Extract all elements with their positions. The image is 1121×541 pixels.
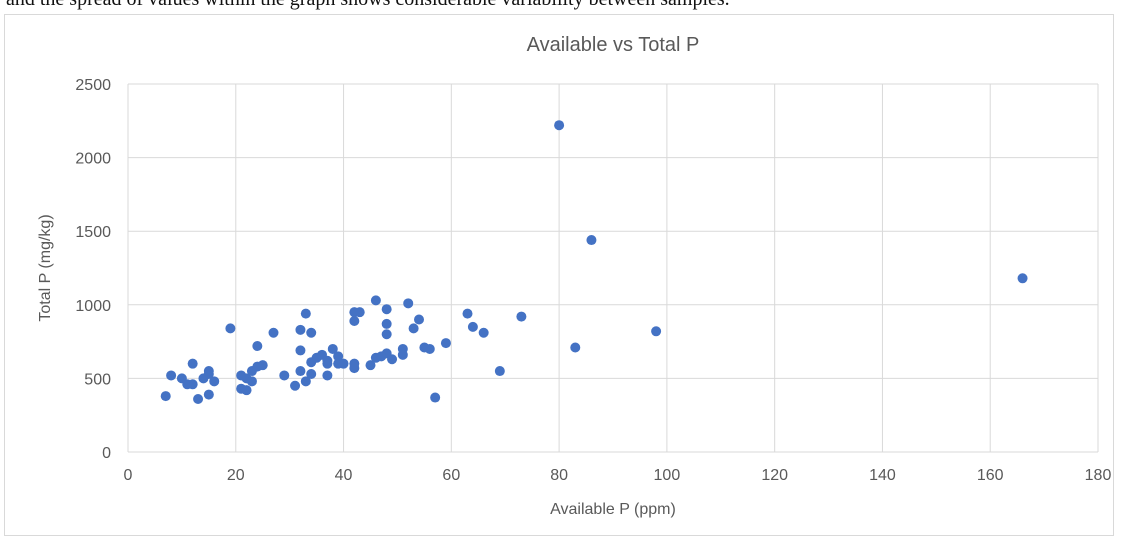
scatter-chart: Available vs Total P 0500100015002000250… (37, 34, 1112, 518)
data-point (462, 308, 473, 319)
x-tick-label: 140 (869, 467, 896, 484)
data-point (187, 379, 198, 390)
y-axis-title: Total P (mg/kg) (37, 214, 54, 321)
data-point (300, 376, 311, 387)
x-tick-label: 160 (977, 467, 1004, 484)
x-tick-label: 100 (654, 467, 681, 484)
data-point (381, 329, 392, 340)
y-tick-label: 1500 (75, 224, 111, 241)
data-point (554, 120, 565, 131)
x-tick-label: 180 (1085, 467, 1112, 484)
x-tick-label: 40 (335, 467, 353, 484)
data-point (327, 343, 338, 354)
data-point (651, 326, 662, 337)
data-point (354, 307, 365, 318)
data-point (322, 370, 333, 381)
x-axis-ticks: 0 20 40 60 80 100 120 140 160 180 (124, 467, 1112, 484)
data-points (160, 120, 1028, 405)
data-point (241, 385, 252, 396)
x-tick-label: 20 (227, 467, 245, 484)
y-tick-label: 1000 (75, 298, 111, 315)
data-point (403, 298, 414, 309)
x-tick-label: 0 (124, 467, 133, 484)
data-point (381, 318, 392, 329)
data-point (349, 358, 360, 369)
data-point (381, 304, 392, 315)
data-point (252, 341, 263, 352)
data-point (408, 323, 419, 334)
data-point (295, 366, 306, 377)
data-point (387, 354, 398, 365)
chart-area: Available vs Total P 0 500 1000 1500 2000 250… (4, 14, 1114, 536)
caption-text-fragment: and the spread of values within the grap… (6, 0, 1116, 11)
data-point (333, 351, 344, 362)
data-point (209, 376, 220, 387)
data-point (166, 370, 177, 381)
data-point (478, 327, 489, 338)
data-point (424, 343, 435, 354)
data-point (279, 370, 290, 381)
y-tick-label: 500 (84, 371, 111, 388)
data-point (225, 323, 236, 334)
y-axis-ticks: 0 500 1000 1500 2000 2500 (75, 77, 111, 462)
x-axis-title: Available P (ppm) (550, 501, 676, 518)
data-point (494, 366, 505, 377)
data-point (300, 308, 311, 319)
y-tick-label: 0 (102, 445, 111, 462)
data-point (365, 360, 376, 371)
data-point (290, 380, 301, 391)
data-point (397, 349, 408, 360)
data-point (295, 345, 306, 356)
data-point (370, 295, 381, 306)
y-tick-label: 2000 (75, 151, 111, 168)
data-point (268, 327, 279, 338)
data-point (516, 311, 527, 322)
data-point (338, 358, 349, 369)
data-point (193, 394, 204, 405)
data-point (1017, 273, 1028, 284)
data-point (295, 324, 306, 335)
data-point (306, 327, 317, 338)
data-point (187, 358, 198, 369)
data-point (160, 391, 171, 402)
data-point (322, 355, 333, 366)
data-point (246, 376, 257, 387)
data-point (570, 342, 581, 353)
data-point (440, 338, 451, 349)
gridlines (127, 83, 1099, 453)
data-point (586, 235, 597, 246)
data-point (203, 389, 214, 400)
data-point (257, 360, 268, 371)
data-point (467, 321, 478, 332)
chart-title: Available vs Total P (527, 34, 700, 56)
data-point (306, 368, 317, 379)
x-tick-label: 80 (550, 467, 568, 484)
data-point (349, 315, 360, 326)
y-tick-label: 2500 (75, 77, 111, 94)
x-tick-label: 60 (442, 467, 460, 484)
x-tick-label: 120 (761, 467, 788, 484)
data-point (414, 314, 424, 325)
data-point (203, 366, 214, 377)
data-point (430, 392, 441, 403)
